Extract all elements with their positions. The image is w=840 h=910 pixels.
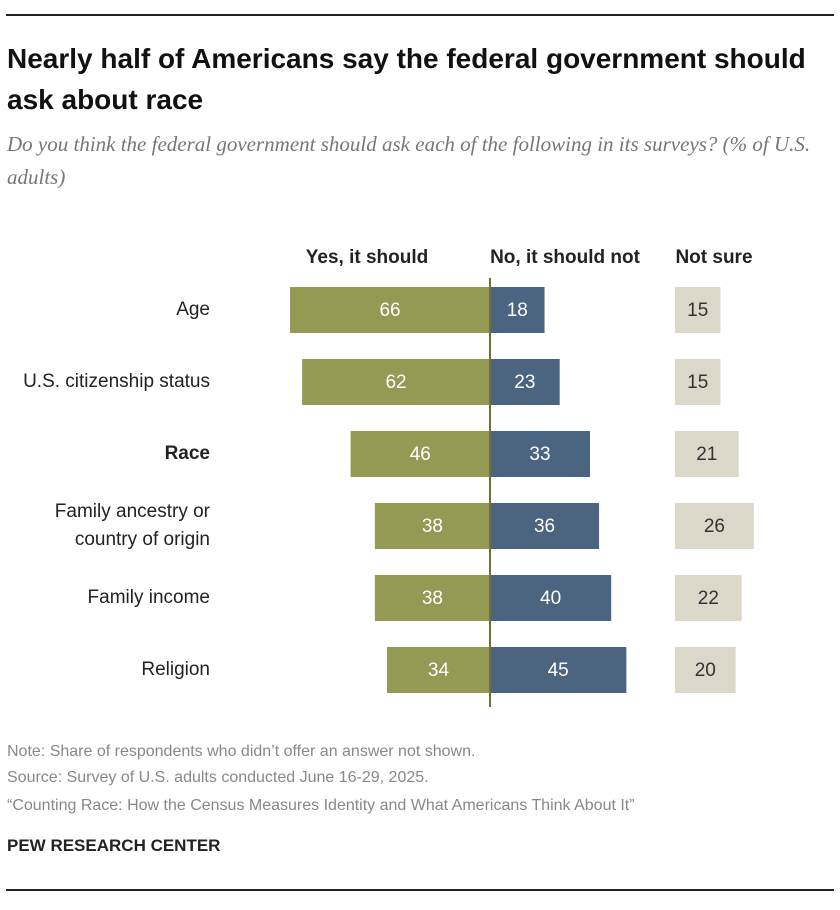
bar [675,359,721,405]
value-label: 38 [422,516,443,537]
value-label: 66 [379,300,400,321]
value-label: 40 [540,588,561,609]
top-rule [6,14,834,16]
value-label: 15 [687,300,708,321]
value-label: 34 [428,660,450,681]
value-label: 46 [410,444,431,465]
value-label: 33 [529,444,550,465]
value-label: 15 [687,372,708,393]
bar [675,647,736,693]
value-label: 22 [698,588,719,609]
category-label: Race [164,443,210,464]
legend-label: No, it should not [490,247,641,268]
bar [386,647,490,693]
bar [675,287,721,333]
value-label: 23 [514,372,535,393]
value-label: 62 [385,372,406,393]
category-label: Religion [141,659,210,680]
bar [490,287,545,333]
note: Source: Survey of U.S. adults conducted … [7,769,429,786]
bar [374,575,490,621]
note: Note: Share of respondents who didn’t of… [7,743,476,760]
bottom-rule [6,889,834,891]
legend-label: Not sure [675,247,752,268]
category-label: Age [176,299,210,320]
note: “Counting Race: How the Census Measures … [7,797,635,814]
bar [374,503,490,549]
value-label: 21 [696,444,717,465]
category-label: Family ancestry or country of origin [54,501,210,550]
chart-title: Nearly half of Americans say the federal… [7,43,806,115]
value-label: 36 [534,516,555,537]
value-label: 18 [507,300,528,321]
source: PEW RESEARCH CENTER [7,836,221,855]
bar [490,503,600,549]
chart-subtitle: Do you think the federal government shou… [7,132,811,189]
bar [350,431,490,477]
bar [290,287,490,333]
category-label: U.S. citizenship status [23,371,210,392]
bar [675,503,754,549]
value-label: 38 [422,588,443,609]
bar [490,647,627,693]
bar [675,575,742,621]
value-label: 26 [704,516,725,537]
bar [490,359,560,405]
category-label: Family income [87,587,210,608]
bar [675,431,739,477]
bar [302,359,490,405]
bar [490,431,590,477]
value-label: 20 [695,660,716,681]
value-label: 45 [548,660,569,681]
legend-label: Yes, it should [306,247,428,268]
bar [490,575,612,621]
